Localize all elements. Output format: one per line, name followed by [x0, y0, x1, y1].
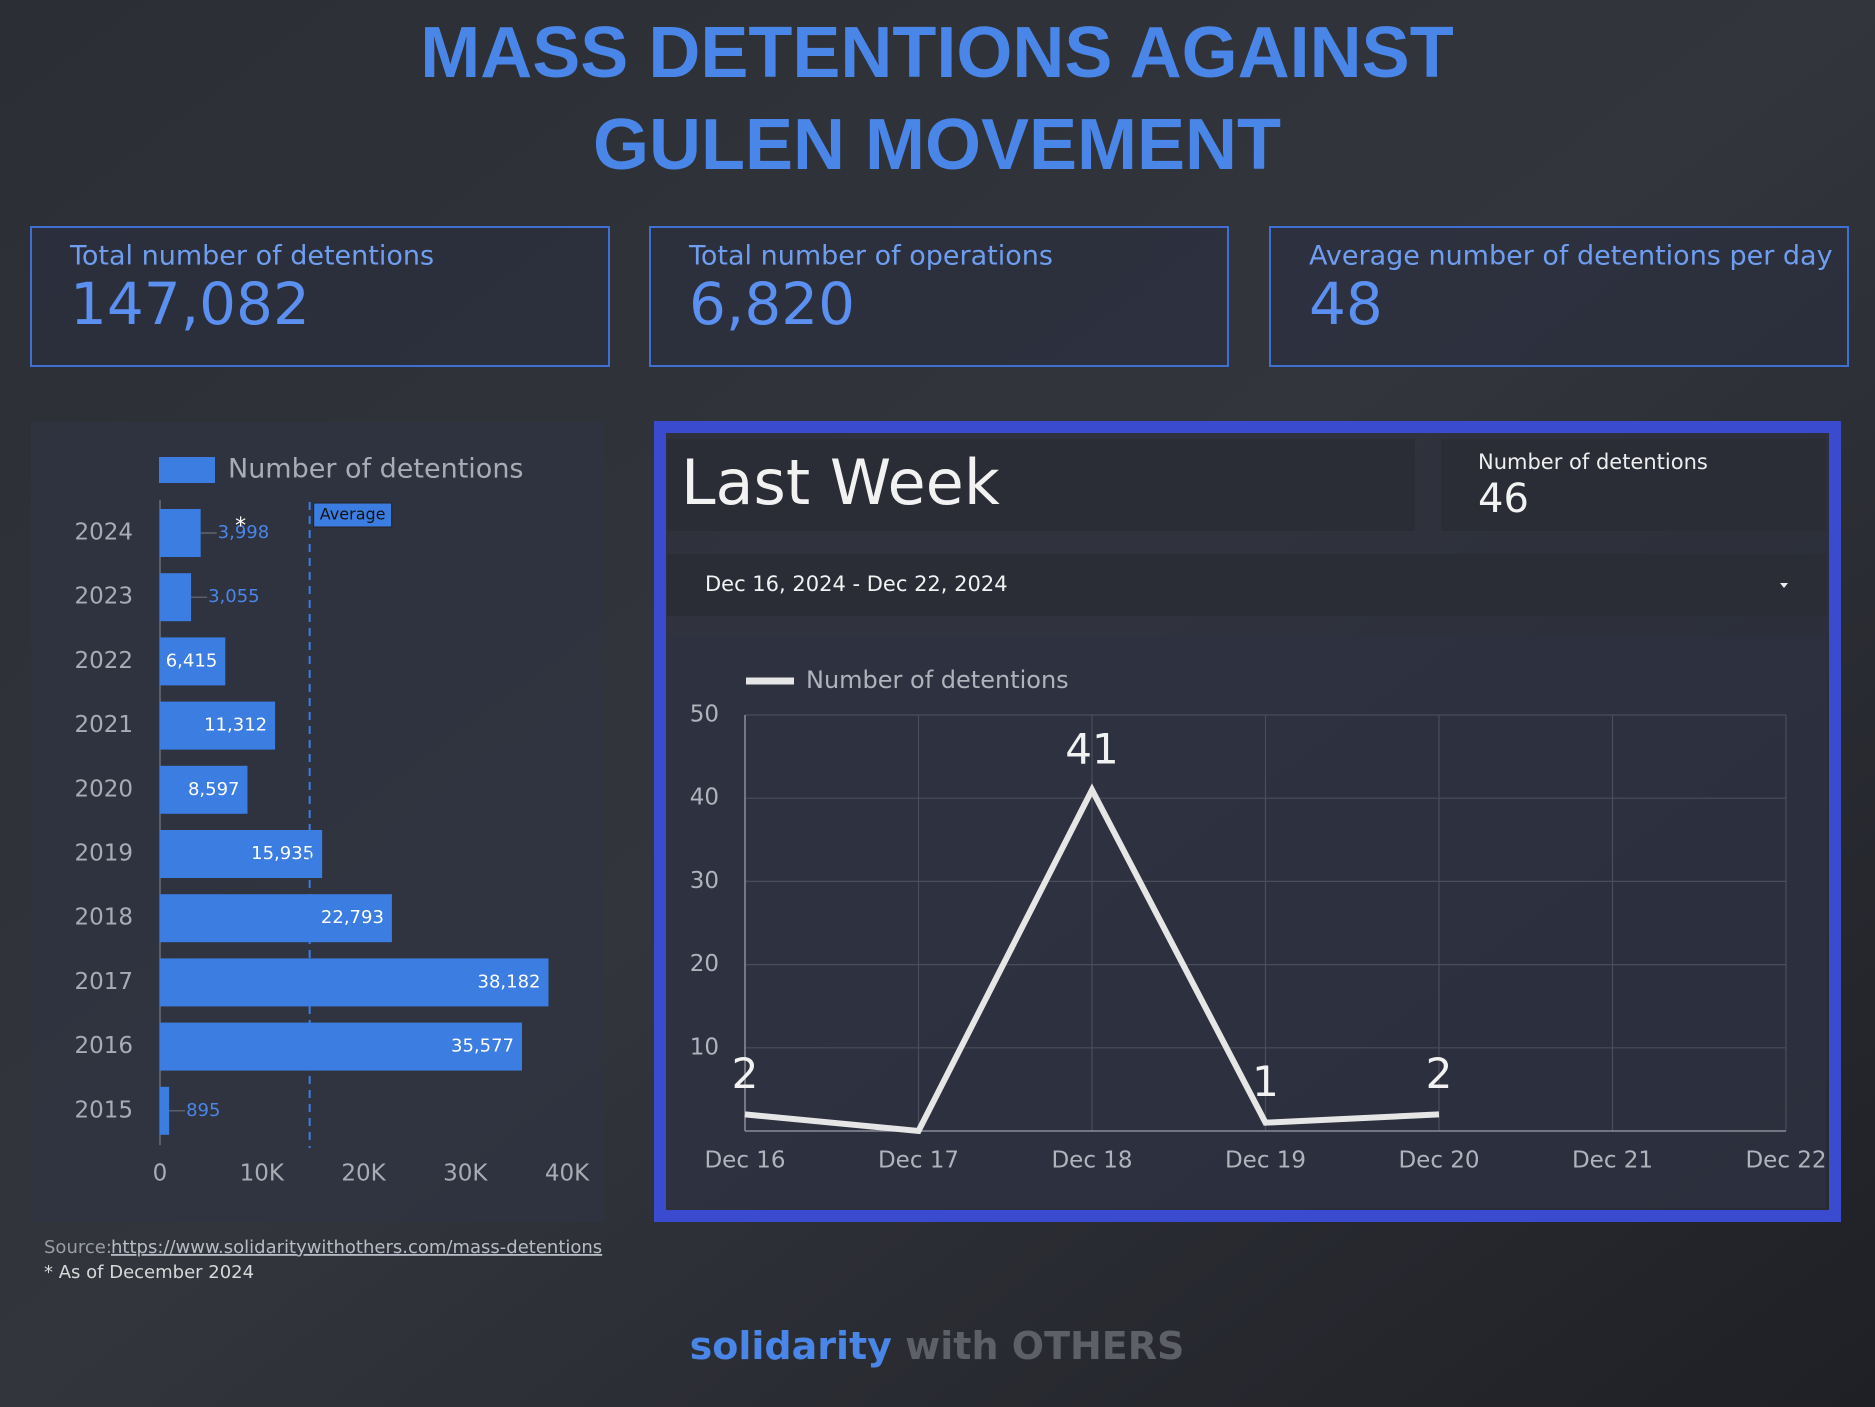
kpi-label: Total number of detentions	[69, 241, 434, 272]
y-tick-label: 2016	[74, 1033, 133, 1059]
annotation-marker: *	[235, 514, 246, 539]
title-line: GULEN MOVEMENT	[593, 105, 1281, 185]
x-tick-label: Dec 20	[1398, 1148, 1479, 1174]
bar	[160, 830, 323, 878]
x-tick-label: 10K	[240, 1161, 285, 1187]
value-label: 6,415	[166, 650, 218, 671]
x-tick-label: Dec 22	[1745, 1148, 1826, 1174]
y-tick-label: 2020	[74, 776, 133, 802]
value-label: 38,182	[478, 971, 541, 992]
bar-panel	[31, 422, 604, 1222]
bar	[160, 637, 226, 686]
kpi-value: 6,820	[689, 270, 855, 338]
y-tick-label: 2017	[74, 969, 133, 995]
footer-word: OTHERS	[1012, 1324, 1185, 1368]
value-label: 22,793	[321, 907, 384, 928]
x-tick-label: 20K	[341, 1161, 386, 1187]
last-week-header	[667, 439, 1415, 531]
value-label: 8,597	[188, 779, 240, 800]
last-week-title: Last Week	[681, 446, 1000, 519]
bar	[160, 573, 192, 622]
value-label: 35,577	[451, 1036, 514, 1057]
x-tick-label: Dec 19	[1225, 1148, 1306, 1174]
value-label: 1	[1252, 1057, 1279, 1106]
y-tick-label: 40	[690, 785, 719, 811]
date-range-dropdown[interactable]	[667, 554, 1826, 616]
value-label: 2	[1426, 1049, 1453, 1098]
value-label: 41	[1065, 724, 1118, 773]
y-tick-label: 2019	[74, 841, 133, 867]
x-tick-label: 40K	[545, 1161, 590, 1187]
scorecard	[1441, 439, 1826, 531]
bar	[160, 958, 549, 1007]
value-label: 15,935	[251, 843, 314, 864]
legend-swatch	[159, 457, 215, 483]
bar	[160, 1086, 170, 1135]
kpi-card: Total number of detentions 147,082	[30, 226, 610, 367]
bar	[160, 1022, 522, 1071]
bar	[160, 509, 201, 557]
y-tick-label: 20	[690, 951, 719, 977]
y-tick-label: 2023	[74, 584, 133, 610]
average-label: Average	[320, 505, 386, 524]
scorecard-label: Number of detentions	[1478, 450, 1708, 474]
y-tick-label: 10	[690, 1034, 719, 1060]
y-tick-label: 2015	[74, 1097, 133, 1123]
bar	[160, 894, 392, 943]
y-tick-label: 2018	[74, 905, 133, 931]
x-tick-label: 30K	[443, 1161, 488, 1187]
bar	[160, 701, 276, 750]
x-tick-label: Dec 21	[1572, 1148, 1653, 1174]
kpi-card: Average number of detentions per day 48	[1269, 226, 1849, 367]
bar	[160, 765, 248, 814]
line-chart-panel	[667, 637, 1826, 1208]
x-tick-label: Dec 17	[878, 1148, 959, 1174]
scorecard-value: 46	[1478, 476, 1529, 522]
kpi-card: Total number of operations 6,820	[649, 226, 1229, 367]
x-tick-label: Dec 18	[1051, 1148, 1132, 1174]
average-tag	[313, 502, 393, 528]
value-label: 11,312	[204, 715, 267, 736]
kpi-value: 147,082	[70, 270, 310, 338]
dropdown-arrow[interactable]	[1780, 583, 1788, 588]
x-tick-label: 0	[153, 1161, 168, 1187]
date-range-text[interactable]: Dec 16, 2024 - Dec 22, 2024	[705, 572, 1008, 596]
kpi-label: Total number of operations	[688, 241, 1053, 272]
y-tick-label: 2022	[74, 648, 133, 674]
value-label: 895	[186, 1100, 220, 1121]
value-label: 2	[732, 1049, 759, 1098]
source-label: Source:	[44, 1237, 112, 1258]
line-series	[744, 783, 1440, 1135]
value-label: 3,998	[218, 522, 270, 543]
footer-word: with	[905, 1324, 998, 1368]
y-tick-label: 2024	[74, 520, 133, 546]
footer-logo: solidarity with OTHERS	[690, 1324, 1185, 1368]
legend-label: Number of detentions	[228, 454, 524, 485]
y-tick-label: 30	[690, 868, 719, 894]
value-label: 3,055	[208, 586, 260, 607]
source-link[interactable]: https://www.solidaritywithothers.com/mas…	[111, 1237, 602, 1258]
legend-label: Number of detentions	[806, 666, 1069, 694]
kpi-label: Average number of detentions per day	[1309, 241, 1833, 272]
footer-word: solidarity	[690, 1324, 893, 1368]
y-tick-label: 50	[690, 702, 719, 728]
x-tick-label: Dec 16	[704, 1148, 785, 1174]
y-tick-label: 2021	[74, 712, 133, 738]
title-line: MASS DETENTIONS AGAINST	[420, 13, 1453, 93]
kpi-value: 48	[1309, 270, 1383, 338]
source-note: * As of December 2024	[44, 1262, 254, 1283]
